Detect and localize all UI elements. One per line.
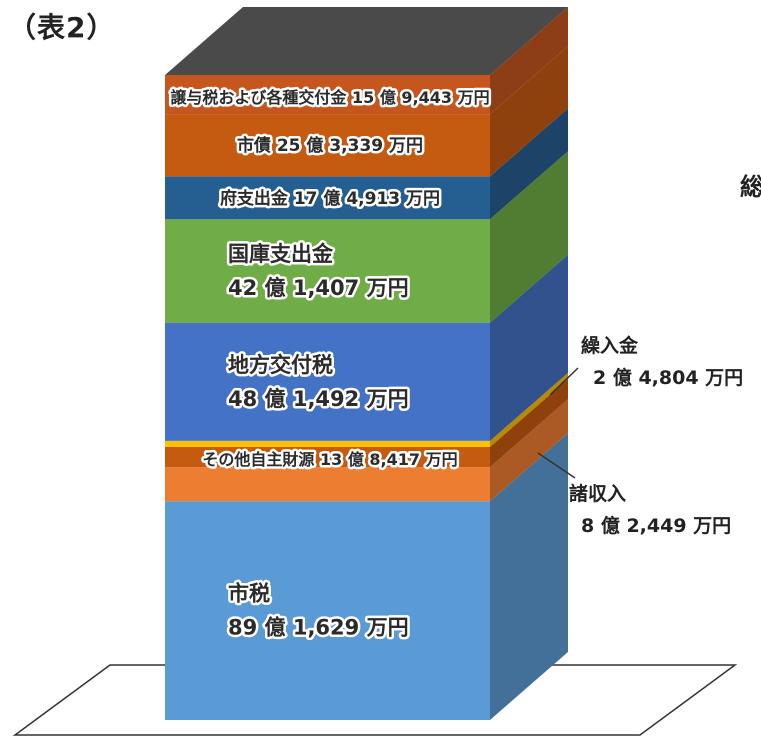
segment-1-side [490,399,568,502]
segment-4-label-value: 48 億 1,492 万円 [228,387,409,411]
segment-6-front [165,176,490,220]
segment-4-front [165,322,490,441]
segment-3-front [165,440,490,447]
table-title: （表2） [8,11,116,44]
segment-5-label-value: 42 億 1,407 万円 [228,276,409,300]
segment-7-label: 市債 25 億 3,339 万円 [237,135,423,156]
segment-2-label-value: 8 億 2,449 万円 [581,514,731,537]
segment-6-side [490,108,568,220]
segment-0-label-value: 89 億 1,629 万円 [228,616,409,640]
segment-3-label-value: 2 億 4,804 万円 [593,366,743,389]
segment-3-side [490,372,568,447]
segment-7-side [490,46,568,177]
segment-3-leader-line [549,367,579,396]
cut-off-title-text: 総 [740,173,761,201]
segment-4-label-name: 地方交付税 [228,353,333,377]
segment-0-front [165,501,490,720]
bar-top-cap [165,7,568,75]
segment-8-label: 譲与税および各種交付金 15 億 9,443 万円 [170,88,489,107]
segment-5-label-name: 国庫支出金 [228,242,334,266]
segment-2-label-name: 諸収入 [569,482,626,505]
segment-2-leader-line [537,452,576,479]
segment-7-front [165,114,490,177]
segment-1-label: その他自主財源 13 億 8,417 万円 [202,450,457,469]
segment-8-side [490,7,568,115]
segment-5-front [165,219,490,323]
segment-0-label-name: 市税 [228,582,270,606]
segment-0-side [490,433,568,720]
segment-4-side [490,254,568,441]
segment-8-front [165,75,490,115]
segment-2-side [490,378,568,468]
segment-3-label-name: 繰入金 [581,334,639,357]
segment-1-front [165,467,490,502]
segment-6-label: 府支出金 17 億 4,913 万円 [220,188,440,209]
segment-5-side [490,151,568,323]
segment-2-front [165,446,490,468]
